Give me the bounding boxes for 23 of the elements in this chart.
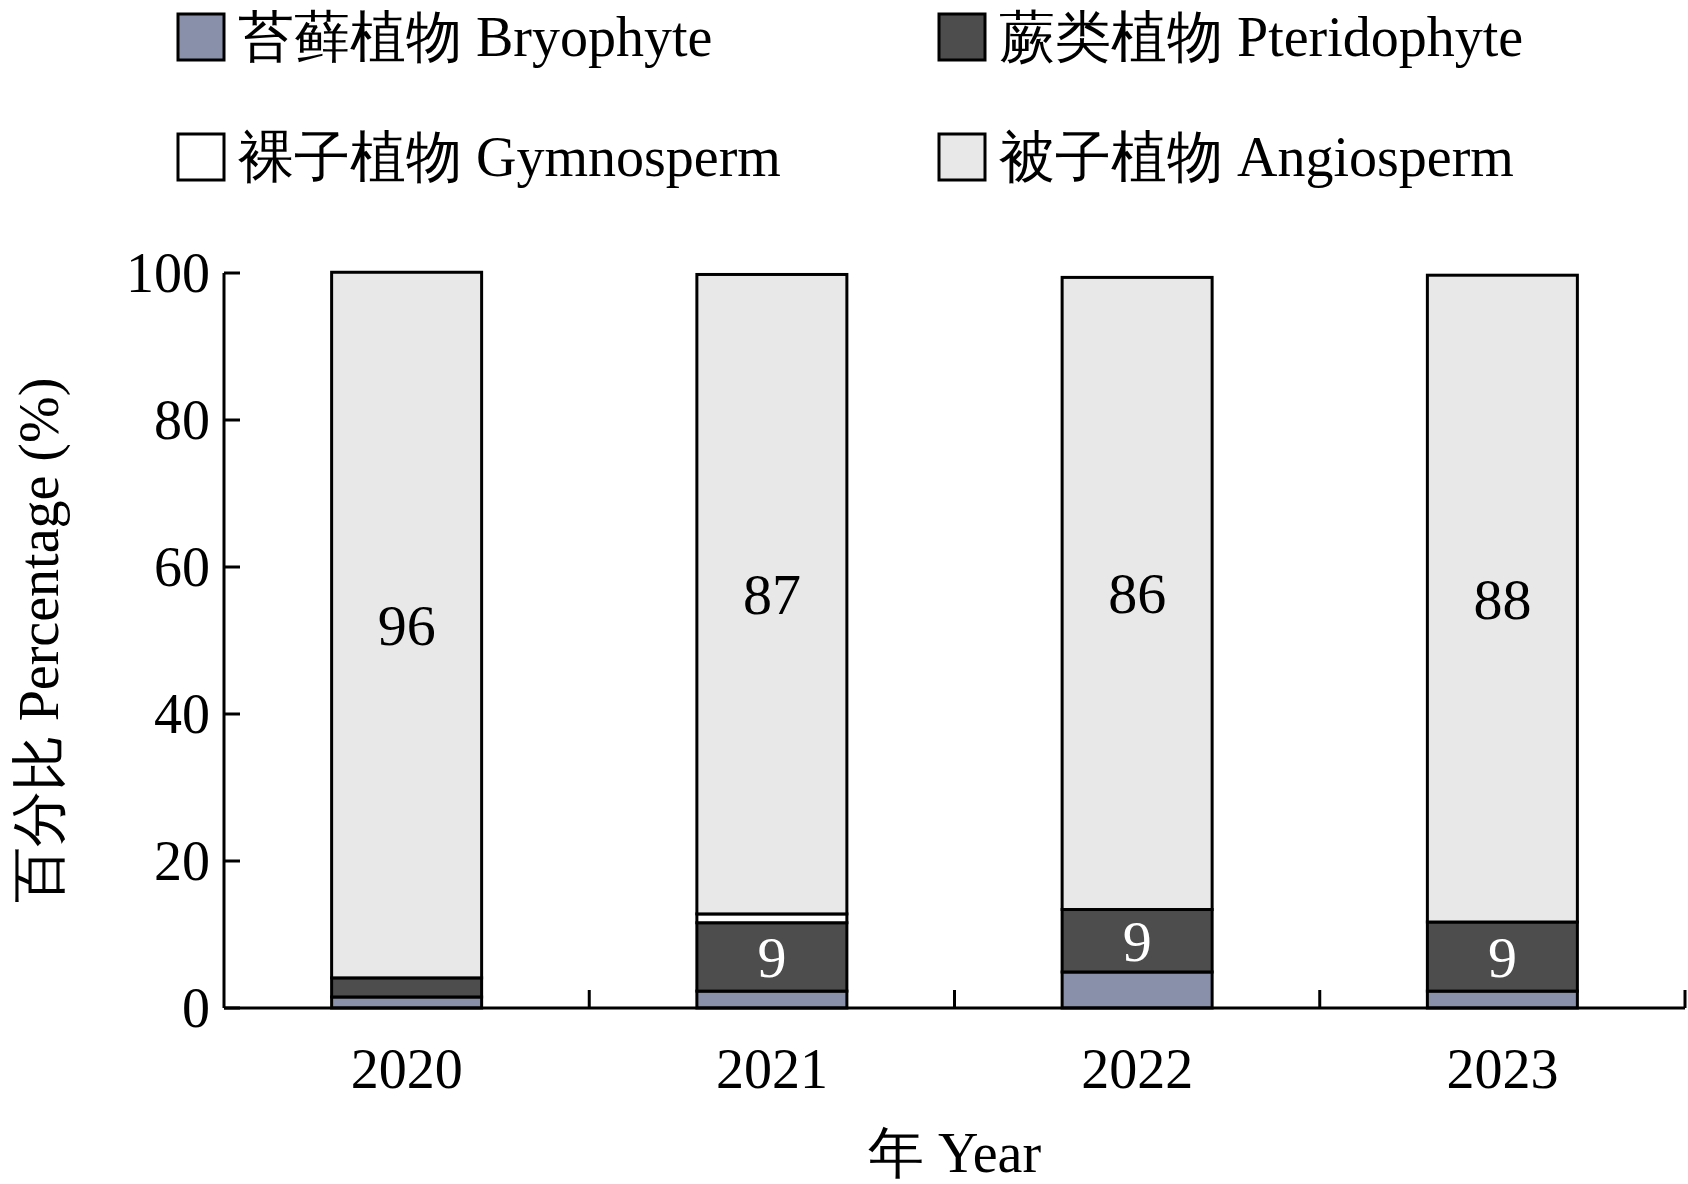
x-tick-label: 2020 — [350, 1038, 463, 1100]
y-tick-label: 40 — [154, 683, 210, 745]
x-axis-title: 年 Year — [867, 1122, 1042, 1184]
y-axis-title: 百分比 Percentage (%) — [8, 377, 71, 904]
y-tick-label: 60 — [154, 536, 210, 598]
data-label: 88 — [1473, 566, 1532, 632]
legend-label: 裸子植物 Gymnosperm — [238, 126, 781, 188]
data-label: 9 — [757, 924, 787, 990]
legend-label: 苔藓植物 Bryophyte — [238, 6, 713, 68]
y-tick-label: 20 — [154, 830, 210, 892]
y-tick-label: 100 — [126, 242, 210, 304]
data-label: 9 — [1122, 908, 1152, 974]
data-label: 86 — [1108, 561, 1167, 627]
y-tick-label: 0 — [182, 977, 210, 1039]
data-label: 9 — [1487, 924, 1517, 990]
legend-label: 蕨类植物 Pteridophyte — [999, 6, 1524, 68]
data-label: 87 — [742, 562, 801, 628]
y-tick-label: 80 — [154, 389, 210, 451]
x-tick-label: 2023 — [1446, 1038, 1559, 1100]
data-label: 96 — [377, 593, 436, 659]
legend-label: 被子植物 Angiosperm — [999, 126, 1514, 188]
x-tick-label: 2022 — [1081, 1038, 1194, 1100]
x-tick-label: 2021 — [715, 1038, 828, 1100]
